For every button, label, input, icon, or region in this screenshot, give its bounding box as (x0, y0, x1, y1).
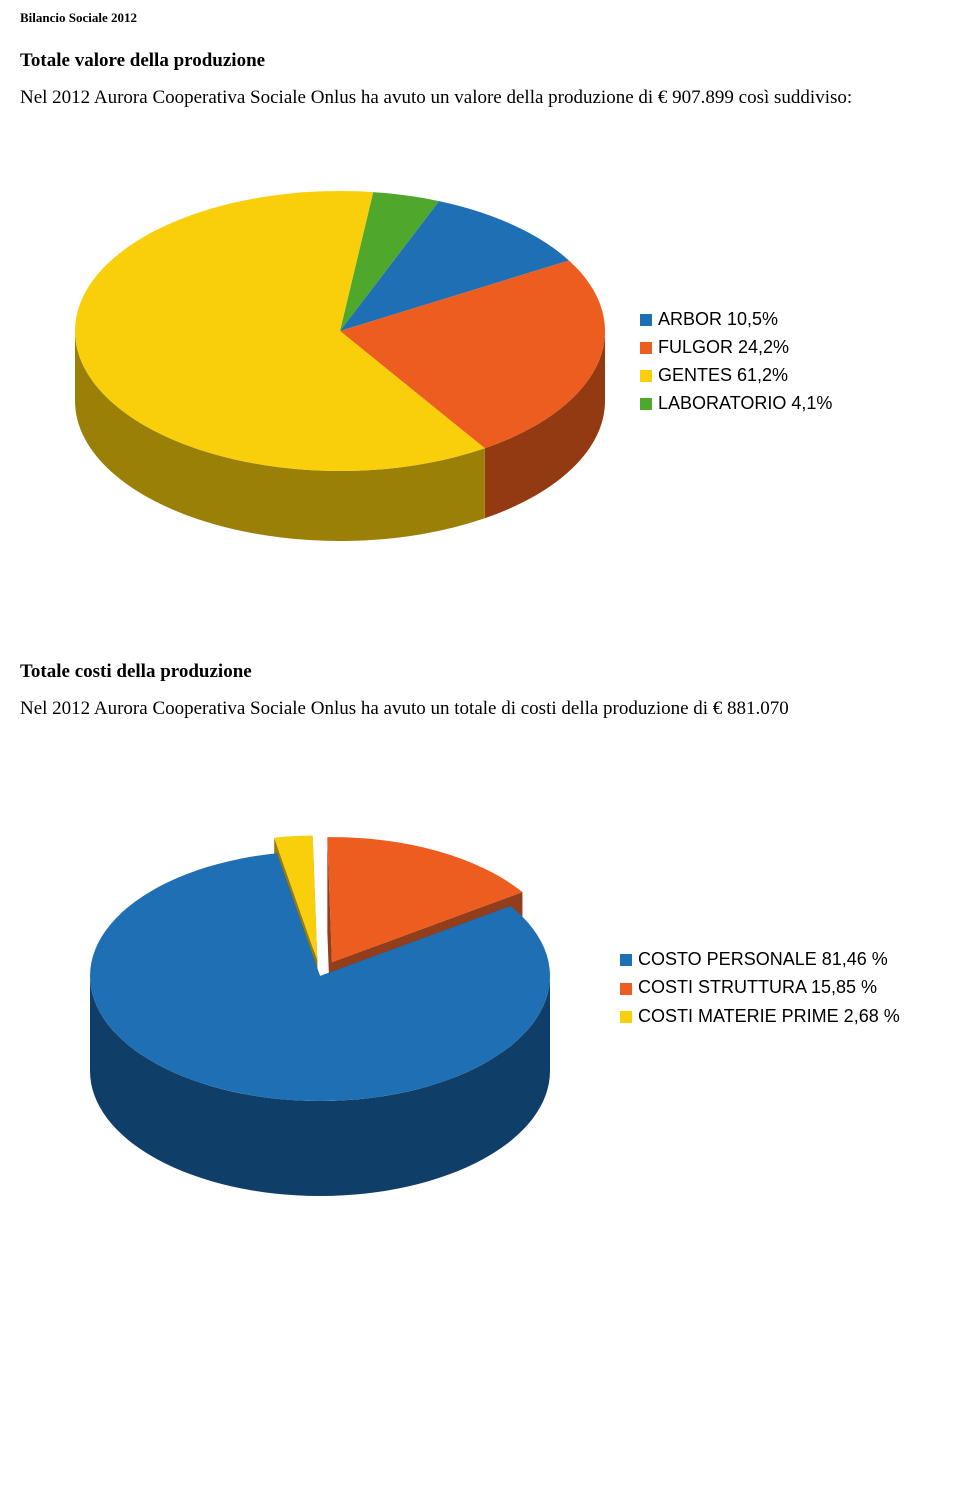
legend-item: LABORATORIO 4,1% (640, 390, 832, 416)
legend-swatch (640, 370, 652, 382)
legend-label: ARBOR 10,5% (658, 306, 778, 332)
chart2-legend: COSTO PERSONALE 81,46 %COSTI STRUTTURA 1… (620, 946, 900, 1030)
legend-label: COSTI STRUTTURA 15,85 % (638, 974, 877, 1000)
chart1-block: ARBOR 10,5% FULGOR 24,2%GENTES 61,2%LABO… (20, 121, 940, 581)
legend-label: LABORATORIO 4,1% (658, 390, 832, 416)
page-header: Bilancio Sociale 2012 (20, 10, 940, 26)
legend-item: COSTI MATERIE PRIME 2,68 % (620, 1003, 900, 1029)
chart1-legend: ARBOR 10,5% FULGOR 24,2%GENTES 61,2%LABO… (640, 306, 832, 418)
legend-swatch (620, 1011, 632, 1023)
section1-text: Nel 2012 Aurora Cooperativa Sociale Onlu… (20, 86, 940, 111)
legend-item: ARBOR 10,5% (640, 306, 832, 332)
legend-label: COSTO PERSONALE 81,46 % (638, 946, 888, 972)
legend-swatch (640, 314, 652, 326)
legend-label: GENTES 61,2% (658, 362, 788, 388)
legend-swatch (640, 398, 652, 410)
chart2-block: COSTO PERSONALE 81,46 %COSTI STRUTTURA 1… (20, 731, 940, 1211)
legend-swatch (620, 983, 632, 995)
legend-label: FULGOR 24,2% (658, 334, 789, 360)
legend-swatch (620, 954, 632, 966)
legend-item: GENTES 61,2% (640, 362, 832, 388)
section1-title: Totale valore della produzione (20, 50, 940, 72)
legend-swatch (640, 342, 652, 354)
section2-title: Totale costi della produzione (20, 661, 940, 683)
legend-item: COSTO PERSONALE 81,46 % (620, 946, 900, 972)
section2-text: Nel 2012 Aurora Cooperativa Sociale Onlu… (20, 697, 940, 722)
legend-item: COSTI STRUTTURA 15,85 % (620, 974, 900, 1000)
legend-label: COSTI MATERIE PRIME 2,68 % (638, 1003, 900, 1029)
legend-item: FULGOR 24,2% (640, 334, 832, 360)
